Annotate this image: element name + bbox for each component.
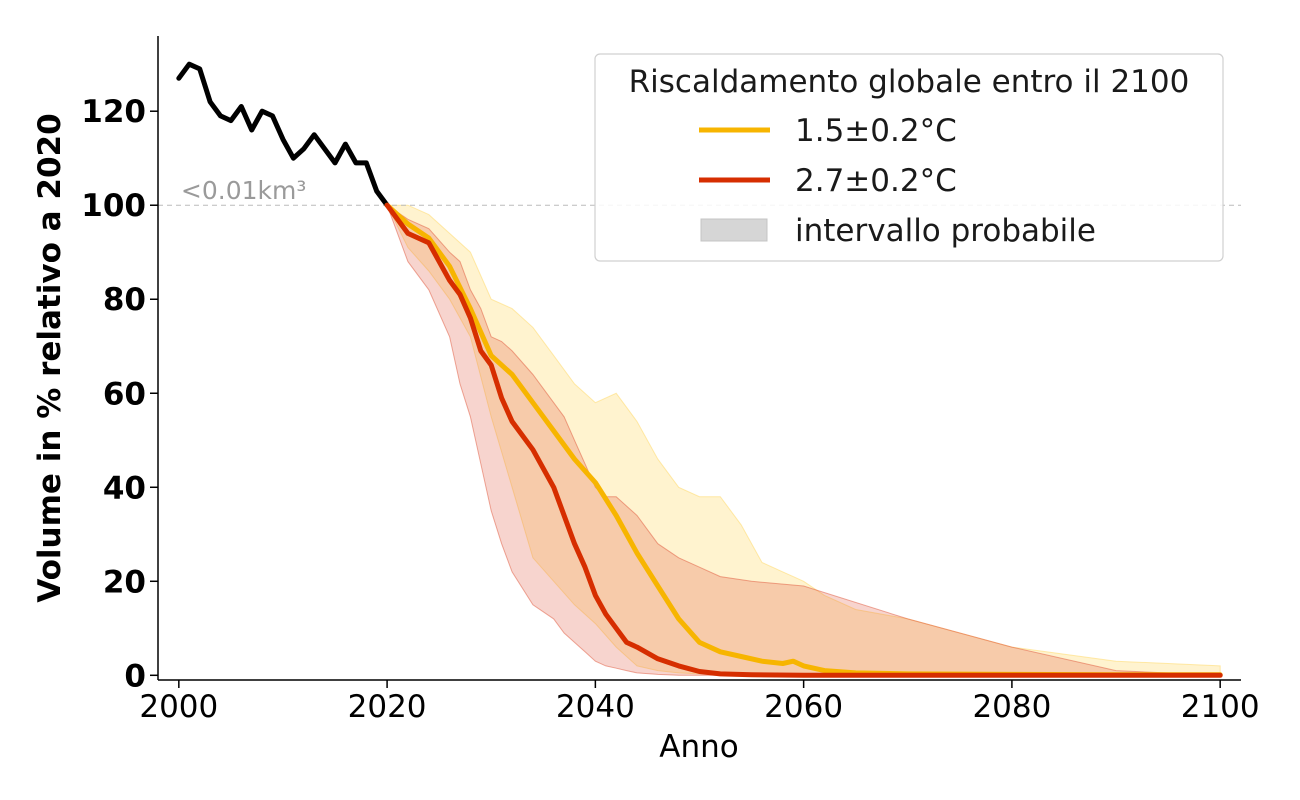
range-band-scenario_low — [386, 204, 1221, 676]
x-tick-label: 2060 — [764, 689, 843, 725]
y-tick-label: 0 — [124, 658, 146, 694]
legend-box — [594, 53, 1224, 262]
x-tick-label: 2100 — [1181, 689, 1260, 725]
x-axis-ticks: 2000 2020 2040 2060 2080 2100 — [139, 680, 1260, 725]
series-line-observed — [176, 61, 390, 208]
x-tick-label: 2080 — [972, 689, 1051, 725]
y-tick-label: 120 — [81, 94, 146, 130]
legend-title: Riscaldamento globale entro il 2100 — [629, 64, 1190, 100]
legend-label-low: 1.5±0.2°C — [795, 113, 957, 149]
y-tick-label: 60 — [103, 376, 146, 412]
y-tick-label: 20 — [103, 564, 146, 600]
y-axis-label: Volume in % relativo a 2020 — [32, 113, 68, 602]
series-line-scenario_low — [384, 202, 1223, 678]
x-tick-label: 2040 — [556, 689, 635, 725]
y-axis-ticks: 0 20 40 60 80 100 120 — [81, 94, 158, 694]
x-tick-label: 2000 — [139, 689, 218, 725]
range-band-scenario_high — [386, 203, 1221, 676]
series-lines — [176, 61, 1223, 678]
legend-label-range: intervallo probabile — [795, 213, 1096, 249]
legend: Riscaldamento globale entro il 2100 1.5±… — [594, 53, 1224, 262]
y-tick-label: 40 — [103, 470, 146, 506]
x-axis-label: Anno — [659, 729, 738, 765]
series-line-scenario_high — [384, 202, 1223, 678]
volume-annotation: <0.01km³ — [181, 176, 306, 205]
legend-swatch-range — [700, 218, 768, 242]
x-tick-label: 2020 — [348, 689, 427, 725]
legend-label-high: 2.7±0.2°C — [795, 163, 957, 199]
likely-range-bands — [386, 203, 1221, 676]
y-tick-label: 80 — [103, 282, 146, 318]
y-tick-label: 100 — [81, 188, 146, 224]
